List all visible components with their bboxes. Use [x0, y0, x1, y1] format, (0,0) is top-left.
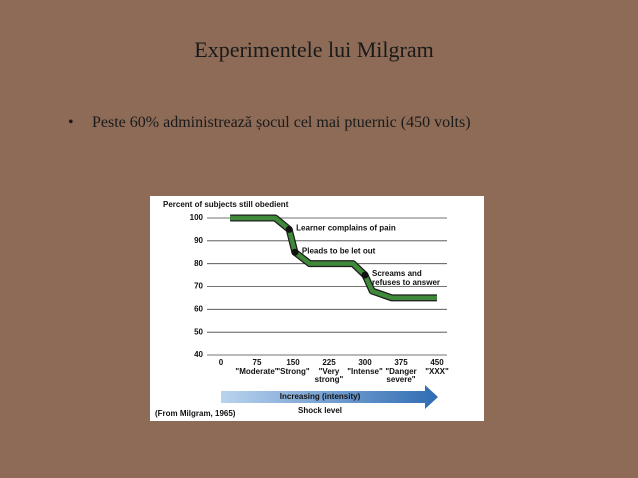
x-tick-label: 300 [358, 358, 372, 367]
plot: 40 50 60 70 80 90 100 0 75"Moderate" 150"Strong" 2… [190, 213, 449, 384]
y-tick-label: 100 [190, 213, 204, 222]
x-tick-label: 450 [430, 358, 444, 367]
y-tick-label: 70 [194, 282, 203, 291]
x-axis-label: Shock level [298, 406, 342, 415]
x-tick-sublabel: "Strong" [276, 367, 310, 376]
annotation-dot [285, 225, 293, 233]
x-tick-sublabel: "Moderate" [235, 367, 278, 376]
y-tick-label: 90 [194, 236, 203, 245]
source: (From Milgram, 1965) [155, 409, 236, 418]
intensity-arrow [221, 385, 438, 409]
y-tick-label: 50 [194, 327, 203, 336]
bullet-dot: • [68, 114, 74, 131]
x-tick-label: 75 [253, 358, 262, 367]
y-tick-label: 80 [194, 259, 203, 268]
y-tick-label: 40 [194, 350, 203, 359]
annotation: Learner complains of pain [296, 224, 396, 233]
annotation-dot [291, 248, 299, 256]
x-tick-label: 375 [394, 358, 408, 367]
y-tick-label: 60 [194, 304, 203, 313]
x-tick-label: 0 [219, 358, 224, 367]
annotation: Pleads to be let out [302, 246, 376, 255]
x-tick-sublabel: "Intense" [347, 367, 383, 376]
x-tick-sublabel: "Very strong" [315, 367, 344, 384]
annotation-dot [361, 271, 369, 279]
line [230, 215, 437, 301]
x-tick-sublabel: "Danger severe" [385, 367, 416, 384]
x-tick-label: 225 [322, 358, 336, 367]
x-tick-label: 150 [286, 358, 300, 367]
slide-title: Experimentele lui Milgram [194, 37, 434, 62]
bullet-text: Peste 60% administrează șocul cel mai pt… [92, 114, 471, 131]
y-axis-label: Percent of subjects still obedient [163, 200, 289, 209]
chart-panel [150, 196, 484, 421]
arrow-label: Increasing (intensity) [280, 392, 361, 401]
x-tick-sublabel: "XXX" [425, 367, 449, 376]
annotation: Screams and refuses to answer [372, 269, 440, 287]
